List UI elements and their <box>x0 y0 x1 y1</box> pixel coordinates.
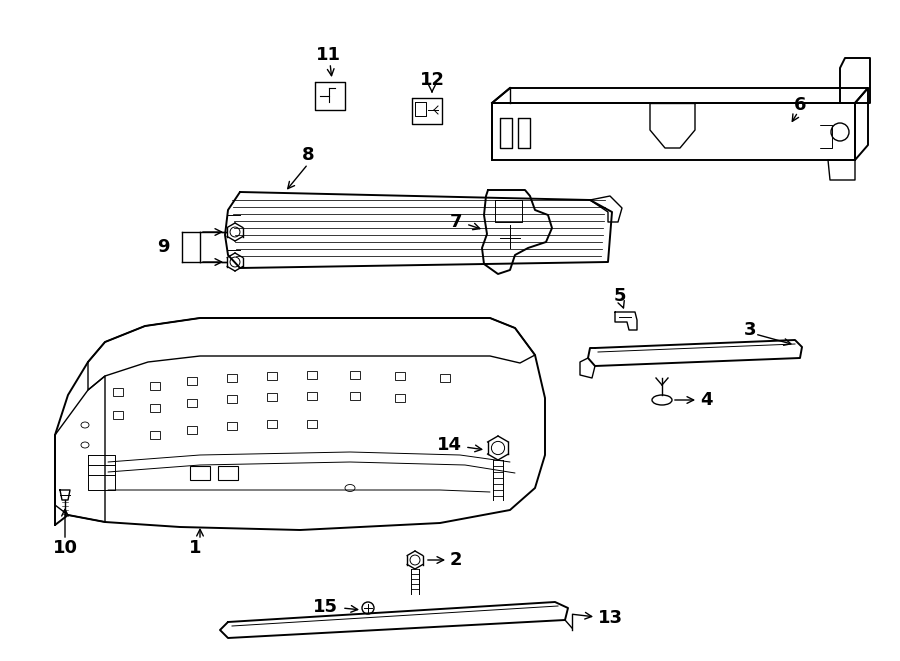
Text: 12: 12 <box>419 71 445 89</box>
Bar <box>350 371 360 379</box>
Text: 6: 6 <box>794 96 806 114</box>
Text: 4: 4 <box>700 391 713 409</box>
Text: 11: 11 <box>316 46 340 64</box>
Bar <box>150 404 160 412</box>
Bar <box>218 466 238 480</box>
Bar <box>227 395 237 403</box>
Bar <box>187 399 197 407</box>
Text: 2: 2 <box>450 551 463 569</box>
Bar <box>307 392 317 400</box>
Bar <box>307 371 317 379</box>
Bar <box>350 392 360 400</box>
Bar <box>227 422 237 430</box>
Text: 7: 7 <box>449 213 462 231</box>
Text: 14: 14 <box>437 436 462 454</box>
Bar <box>267 420 277 428</box>
Bar <box>113 388 123 396</box>
Text: 10: 10 <box>52 539 77 557</box>
Bar <box>395 372 405 380</box>
Text: 15: 15 <box>313 598 338 616</box>
Bar <box>440 374 450 382</box>
Bar <box>395 394 405 402</box>
Bar <box>227 374 237 382</box>
Text: 9: 9 <box>158 238 170 256</box>
Bar <box>150 382 160 390</box>
Text: 8: 8 <box>302 146 314 164</box>
Bar <box>267 393 277 401</box>
Text: 3: 3 <box>743 321 756 339</box>
Bar <box>267 372 277 380</box>
Bar <box>113 411 123 419</box>
Bar <box>187 377 197 385</box>
Bar <box>190 466 210 480</box>
Text: 5: 5 <box>614 287 626 305</box>
Bar <box>187 426 197 434</box>
Bar <box>307 420 317 428</box>
Text: 13: 13 <box>598 609 623 627</box>
Text: 1: 1 <box>189 539 202 557</box>
Bar <box>150 431 160 439</box>
